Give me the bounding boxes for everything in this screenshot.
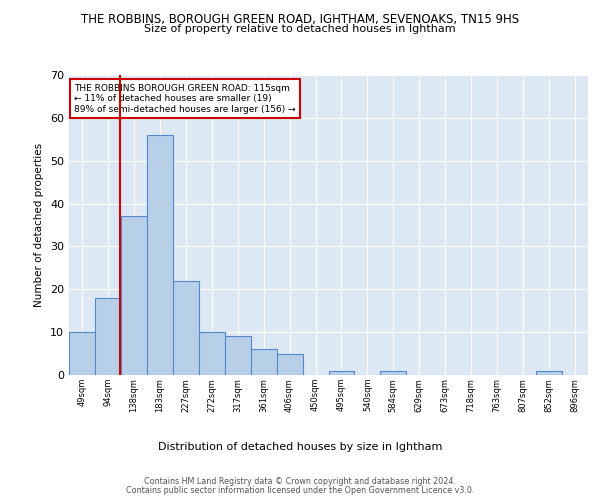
Bar [69,332,95,375]
Text: Distribution of detached houses by size in Ightham: Distribution of detached houses by size … [158,442,442,452]
Bar [329,370,355,375]
Bar [199,332,224,375]
Bar [277,354,302,375]
Text: THE ROBBINS, BOROUGH GREEN ROAD, IGHTHAM, SEVENOAKS, TN15 9HS: THE ROBBINS, BOROUGH GREEN ROAD, IGHTHAM… [81,12,519,26]
Text: Contains public sector information licensed under the Open Government Licence v3: Contains public sector information licen… [126,486,474,495]
Bar [173,280,199,375]
Text: THE ROBBINS BOROUGH GREEN ROAD: 115sqm
← 11% of detached houses are smaller (19): THE ROBBINS BOROUGH GREEN ROAD: 115sqm ←… [74,84,296,114]
Bar [380,370,406,375]
Bar [121,216,147,375]
Text: Contains HM Land Registry data © Crown copyright and database right 2024.: Contains HM Land Registry data © Crown c… [144,478,456,486]
Y-axis label: Number of detached properties: Number of detached properties [34,143,44,307]
Text: Size of property relative to detached houses in Ightham: Size of property relative to detached ho… [144,24,456,34]
Bar [536,370,562,375]
Bar [225,336,251,375]
Bar [147,135,173,375]
Bar [95,298,121,375]
Bar [251,350,277,375]
